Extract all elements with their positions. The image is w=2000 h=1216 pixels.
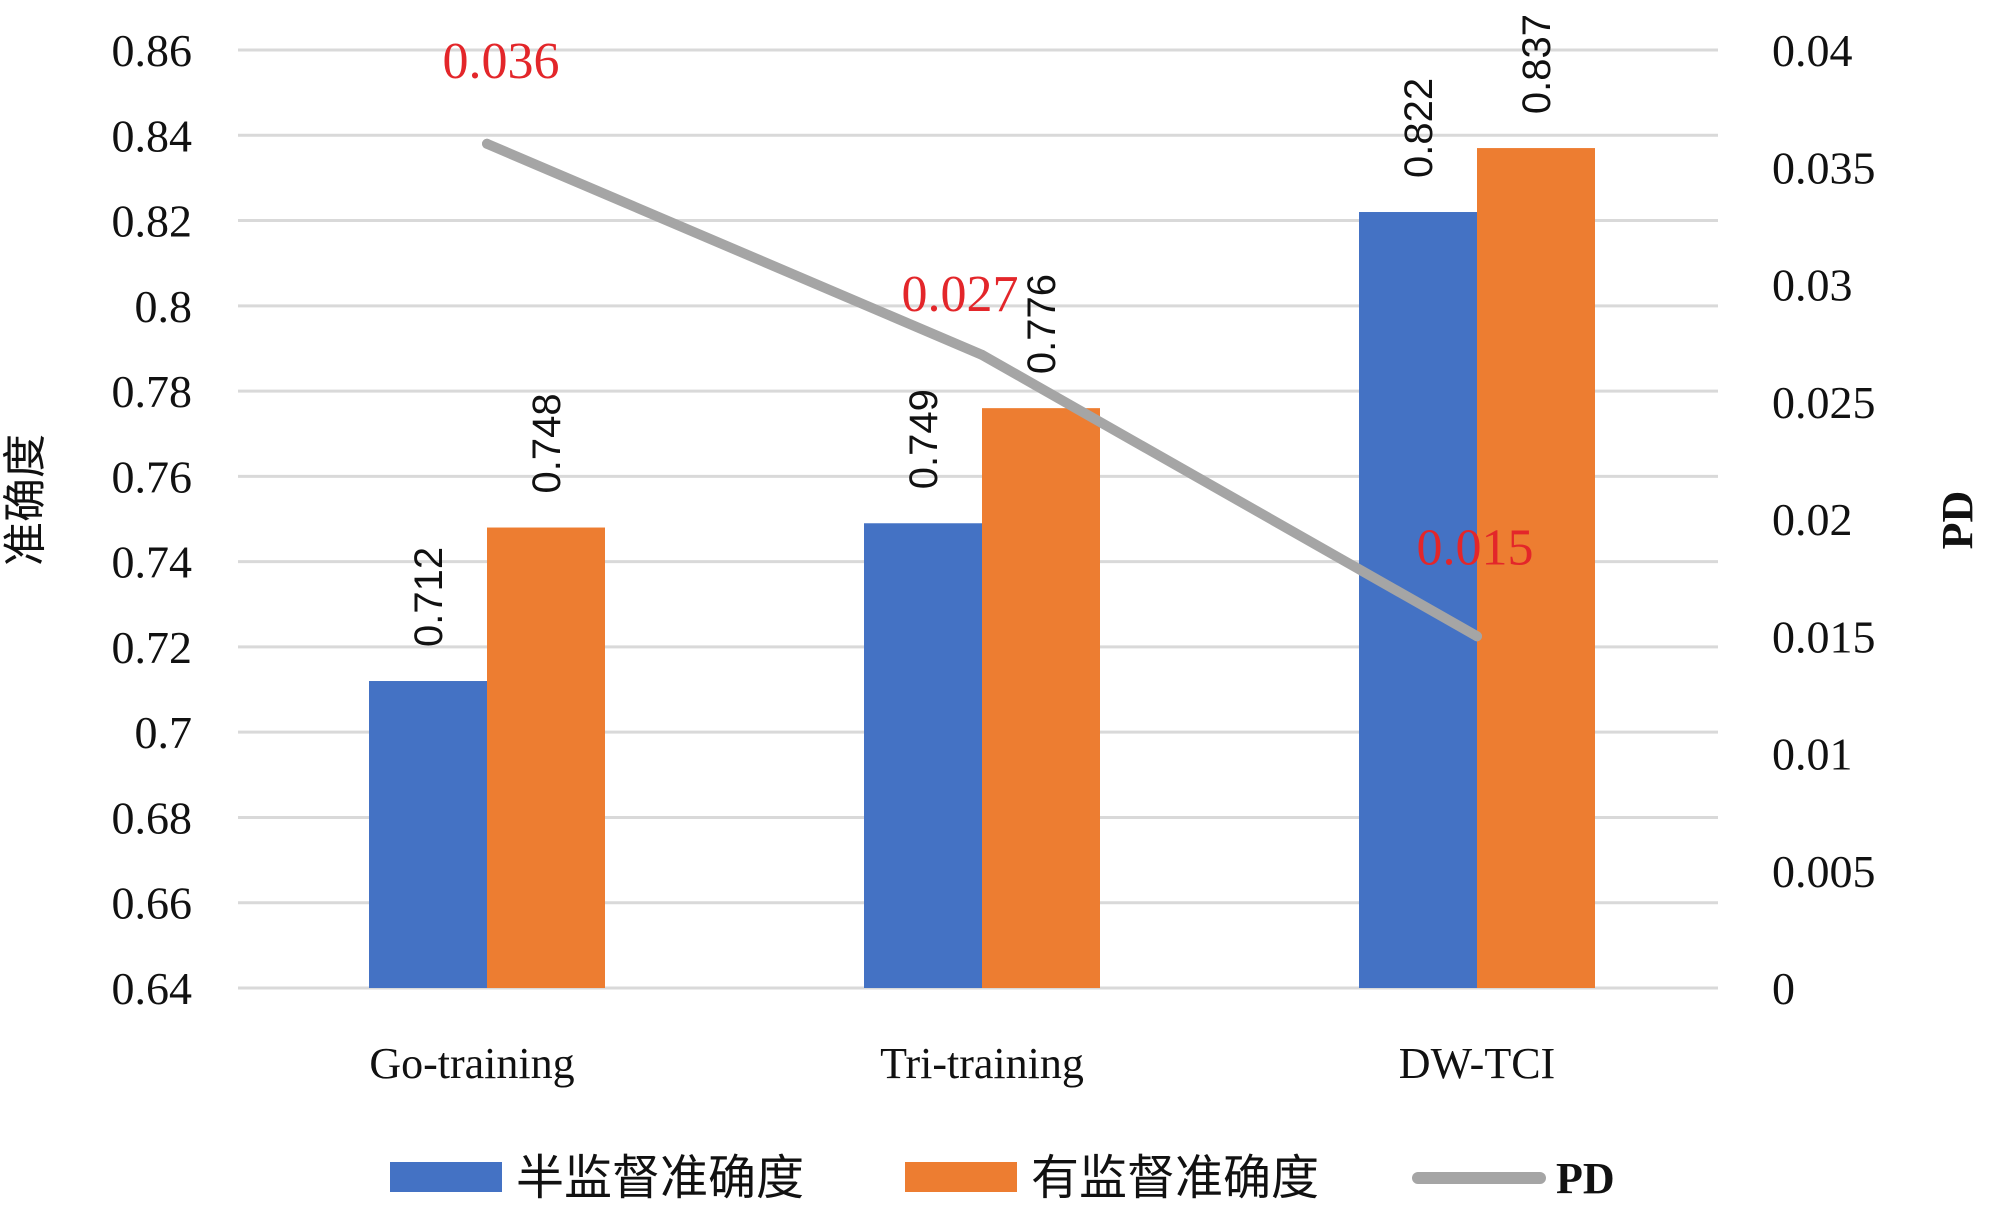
y2-tick-label: 0.01: [1772, 729, 1853, 780]
y2-tick-label: 0.015: [1772, 611, 1876, 662]
legend-label-supervised: 有监督准确度: [1031, 1150, 1319, 1206]
y-tick-label: 0.68: [112, 792, 193, 843]
legend: 半监督准确度 有监督准确度 PD: [390, 1150, 1615, 1206]
bar-value-label: 0.776: [1020, 274, 1064, 374]
category-label: DW-TCI: [1399, 1039, 1555, 1088]
pd-value-label: 0.027: [902, 266, 1019, 323]
legend-swatch-semi-supervised: [390, 1162, 502, 1192]
category-label: Tri-training: [880, 1039, 1084, 1088]
y-tick-label: 0.84: [112, 110, 193, 161]
y-tick-label: 0.74: [112, 537, 193, 588]
y-tick-label: 0.72: [112, 622, 193, 673]
bar-value-label: 0.748: [525, 393, 569, 493]
category-labels: Go-training Tri-training DW-TCI: [369, 1039, 1555, 1088]
y2-tick-label: 0.025: [1772, 377, 1876, 428]
legend-swatch-supervised: [905, 1162, 1017, 1192]
y2-tick-label: 0.04: [1772, 25, 1853, 76]
y2-tick-label: 0.035: [1772, 142, 1876, 193]
y-tick-label: 0.86: [112, 25, 193, 76]
y-tick-label: 0.64: [112, 963, 193, 1014]
pd-point: [977, 349, 987, 360]
y2-tick-label: 0.02: [1772, 494, 1853, 545]
bar-semi-0: [369, 681, 487, 988]
pd-line: [482, 138, 1482, 642]
y-tick-label: 0.66: [112, 878, 193, 929]
bar-supervised-1: [982, 408, 1100, 988]
left-axis-title: 准确度: [0, 434, 51, 566]
pd-point: [482, 138, 492, 149]
bar-value-label: 0.712: [407, 547, 451, 647]
bar-value-label: 0.837: [1515, 14, 1559, 114]
y-tick-label: 0.8: [135, 281, 193, 332]
legend-label-pd: PD: [1556, 1154, 1615, 1203]
legend-label-semi-supervised: 半监督准确度: [516, 1150, 804, 1206]
y2-tick-label: 0.005: [1772, 846, 1876, 897]
y-tick-label: 0.78: [112, 366, 193, 417]
bar-value-label: 0.822: [1397, 78, 1441, 178]
y2-tick-label: 0.03: [1772, 260, 1853, 311]
pd-value-label: 0.036: [443, 33, 560, 90]
bar-value-label: 0.749: [902, 389, 946, 489]
y2-tick-label: 0: [1772, 963, 1795, 1014]
right-axis-title: PD: [1933, 491, 1982, 550]
left-axis-ticks: 0.64 0.66 0.68 0.7 0.72 0.74 0.76 0.78 0.8 0.82 0.…: [112, 25, 193, 1014]
y-tick-label: 0.76: [112, 451, 193, 502]
y-tick-label: 0.82: [112, 196, 193, 247]
y-tick-label: 0.7: [135, 707, 193, 758]
pd-point: [1472, 631, 1482, 642]
category-label: Go-training: [369, 1039, 574, 1088]
bar-semi-1: [864, 523, 982, 988]
data-labels: 0.712 0.749 0.822 0.748 0.776 0.837 0.036 0.027…: [407, 14, 1559, 647]
bar-supervised-0: [487, 527, 605, 988]
right-axis-ticks: 0 0.005 0.01 0.015 0.02 0.025 0.03 0.035 0.04: [1772, 25, 1876, 1014]
bars: [369, 148, 1595, 989]
pd-value-label: 0.015: [1417, 519, 1534, 576]
bar-supervised-2: [1477, 148, 1595, 989]
